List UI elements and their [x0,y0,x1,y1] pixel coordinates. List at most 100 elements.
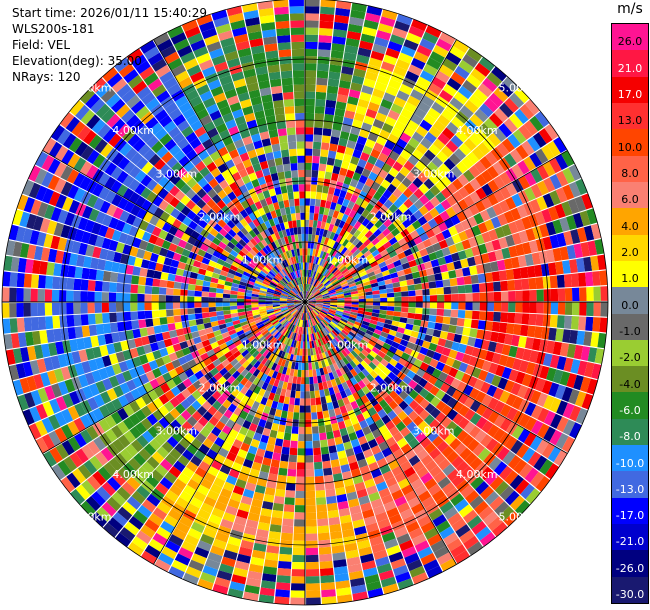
velocity-gate [265,303,273,307]
velocity-gate [577,360,588,376]
velocity-gate [417,172,429,183]
velocity-gate [585,271,594,287]
velocity-gate [367,406,377,417]
velocity-gate [309,311,314,319]
velocity-gate [557,288,566,302]
velocity-gate [271,225,278,234]
velocity-gate [203,496,217,508]
velocity-gate [357,268,366,275]
velocity-gate [226,201,236,211]
velocity-gate [419,155,431,167]
velocity-gate [284,497,295,506]
velocity-gate [474,160,487,174]
velocity-gate [322,305,330,309]
velocity-gate [373,328,382,336]
velocity-gate [305,198,310,206]
velocity-gate [340,73,353,82]
velocity-gate [209,150,221,162]
velocity-gate [275,582,291,591]
velocity-gate [423,63,438,77]
velocity-gate [333,21,348,31]
velocity-gate [316,77,328,86]
velocity-gate [493,87,509,103]
velocity-gate [146,401,158,414]
velocity-gate [149,378,160,390]
velocity-gate [305,426,312,435]
velocity-gate [171,64,186,77]
velocity-gate [414,484,428,497]
velocity-gate [188,427,200,438]
velocity-gate [280,351,286,359]
velocity-gate [212,183,223,194]
velocity-gate [552,341,563,356]
velocity-gate [59,290,67,302]
velocity-gate [288,282,294,289]
velocity-gate [484,321,494,331]
velocity-gate [411,502,425,515]
velocity-gate [318,265,323,273]
velocity-gate [395,59,410,71]
velocity-gate [272,297,280,300]
velocity-gate [267,243,275,251]
velocity-gate [451,252,460,262]
velocity-gate [371,165,382,175]
velocity-gate [442,316,451,325]
velocity-gate [259,587,275,597]
velocity-gate [407,154,419,166]
velocity-gate [122,501,137,516]
velocity-gate [416,76,431,89]
velocity-gate [262,205,271,214]
velocity-gate [355,318,363,324]
velocity-gate [163,120,177,133]
velocity-gate [365,391,375,401]
velocity-gate [297,277,301,285]
velocity-gate [362,320,370,327]
velocity-gate [50,124,65,141]
velocity-gate [91,119,106,134]
velocity-gate [412,149,424,161]
velocity-gate [479,486,495,501]
velocity-gate [492,521,508,537]
velocity-gate [385,314,394,321]
velocity-gate [381,122,394,134]
velocity-gate [283,251,289,260]
velocity-gate [199,427,211,438]
velocity-gate [373,302,381,306]
velocity-gate [301,284,304,292]
velocity-gate [441,108,455,122]
velocity-gate [324,261,331,269]
velocity-gate [17,332,27,348]
velocity-gate [569,422,582,439]
velocity-gate [463,182,476,195]
velocity-gate [289,316,295,323]
velocity-gate [374,36,389,48]
velocity-gate [56,129,71,145]
velocity-gate [383,54,398,66]
velocity-gate [257,379,265,388]
velocity-gate [218,241,227,250]
velocity-gate [88,359,99,372]
velocity-gate [99,248,109,260]
velocity-gate [202,317,211,324]
velocity-gate [523,201,535,216]
velocity-gate [404,552,420,565]
velocity-gate [274,288,282,293]
velocity-gate [334,203,342,212]
velocity-gate [408,410,419,421]
velocity-gate [296,311,301,319]
velocity-gate [415,338,424,347]
velocity-gate [265,50,279,59]
velocity-gate [390,72,405,84]
velocity-gate [238,239,247,247]
velocity-gate [145,318,154,328]
velocity-gate [80,302,88,314]
velocity-gate [453,260,462,270]
velocity-gate [351,304,359,308]
velocity-gate [95,324,105,335]
velocity-gate [164,102,178,115]
velocity-gate [428,508,443,521]
velocity-gate [273,292,281,296]
velocity-gate [237,449,248,459]
velocity-gate [67,364,78,378]
velocity-gate [469,178,482,191]
